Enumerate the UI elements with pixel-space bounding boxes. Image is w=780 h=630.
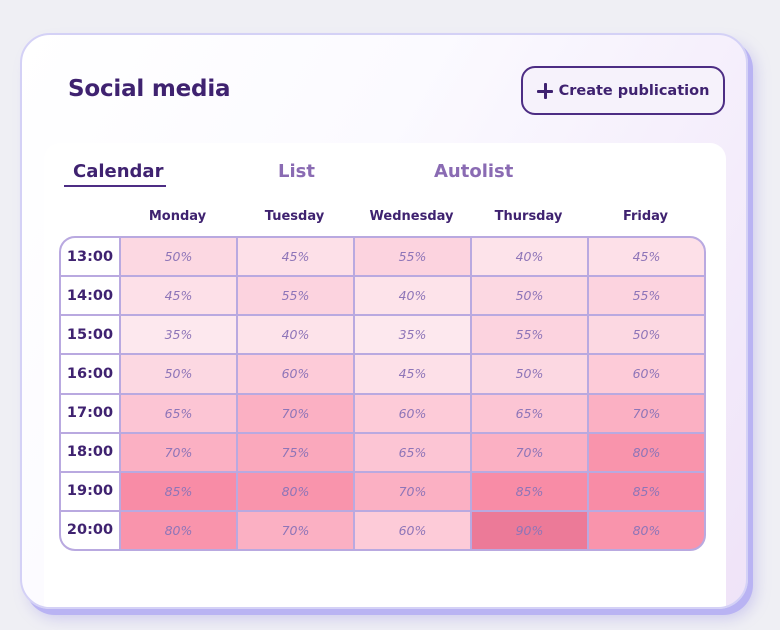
time-label: 14:00 bbox=[61, 277, 119, 315]
day-header-tuesday: Tuesday bbox=[264, 209, 325, 224]
heatmap-cell[interactable]: 90% bbox=[472, 511, 587, 549]
create-publication-button[interactable]: Create publication bbox=[521, 66, 725, 115]
heatmap-cell[interactable]: 45% bbox=[121, 277, 236, 315]
time-label: 19:00 bbox=[61, 472, 119, 510]
heatmap-cell[interactable]: 40% bbox=[238, 316, 353, 354]
heatmap-cell[interactable]: 55% bbox=[472, 316, 587, 354]
engagement-heatmap-grid: 13:00 50% 45% 55% 40% 45% 14:00 45% 55% 40% 50% 55%… bbox=[59, 236, 706, 551]
heatmap-cell[interactable]: 80% bbox=[589, 511, 704, 549]
plus-icon bbox=[536, 82, 553, 99]
tab-list[interactable]: List bbox=[278, 161, 315, 182]
heatmap-cell[interactable]: 65% bbox=[355, 433, 470, 471]
heatmap-cell[interactable]: 80% bbox=[589, 433, 704, 471]
heatmap-cell[interactable]: 70% bbox=[238, 394, 353, 432]
tab-autolist[interactable]: Autolist bbox=[434, 161, 514, 182]
day-header-wednesday: Wednesday bbox=[369, 209, 454, 224]
tab-calendar[interactable]: Calendar bbox=[73, 161, 164, 182]
heatmap-cell[interactable]: 55% bbox=[355, 238, 470, 276]
social-media-card: Social media Create publication Calendar… bbox=[20, 33, 748, 609]
heatmap-cell[interactable]: 70% bbox=[121, 433, 236, 471]
heatmap-cell[interactable]: 75% bbox=[238, 433, 353, 471]
active-tab-underline bbox=[64, 185, 166, 187]
time-label: 17:00 bbox=[61, 394, 119, 432]
time-label: 20:00 bbox=[61, 511, 119, 549]
heatmap-cell[interactable]: 85% bbox=[121, 472, 236, 510]
heatmap-cell[interactable]: 50% bbox=[121, 238, 236, 276]
time-label: 13:00 bbox=[61, 238, 119, 276]
time-label: 18:00 bbox=[61, 433, 119, 471]
heatmap-cell[interactable]: 45% bbox=[589, 238, 704, 276]
heatmap-cell[interactable]: 50% bbox=[472, 277, 587, 315]
heatmap-cell[interactable]: 70% bbox=[472, 433, 587, 471]
page-title: Social media bbox=[68, 76, 231, 102]
heatmap-cell[interactable]: 60% bbox=[355, 394, 470, 432]
time-label: 15:00 bbox=[61, 316, 119, 354]
heatmap-cell[interactable]: 40% bbox=[472, 238, 587, 276]
heatmap-cell[interactable]: 35% bbox=[355, 316, 470, 354]
heatmap-cell[interactable]: 65% bbox=[121, 394, 236, 432]
heatmap-cell[interactable]: 45% bbox=[355, 355, 470, 393]
heatmap-cell[interactable]: 45% bbox=[238, 238, 353, 276]
day-header-friday: Friday bbox=[622, 209, 669, 224]
heatmap-cell[interactable]: 50% bbox=[121, 355, 236, 393]
heatmap-cell[interactable]: 85% bbox=[589, 472, 704, 510]
day-header-thursday: Thursday bbox=[494, 209, 563, 224]
day-header-monday: Monday bbox=[148, 209, 207, 224]
calendar-panel: Calendar List Autolist Monday Tuesday We… bbox=[44, 143, 726, 607]
heatmap-cell[interactable]: 80% bbox=[238, 472, 353, 510]
heatmap-cell[interactable]: 50% bbox=[589, 316, 704, 354]
view-tabs: Calendar List Autolist bbox=[44, 143, 726, 188]
heatmap-cell[interactable]: 70% bbox=[238, 511, 353, 549]
heatmap-cell[interactable]: 60% bbox=[589, 355, 704, 393]
heatmap-cell[interactable]: 35% bbox=[121, 316, 236, 354]
heatmap-cell[interactable]: 50% bbox=[472, 355, 587, 393]
heatmap-cell[interactable]: 85% bbox=[472, 472, 587, 510]
day-headers: Monday Tuesday Wednesday Thursday Friday bbox=[119, 209, 704, 224]
heatmap-cell[interactable]: 65% bbox=[472, 394, 587, 432]
time-label: 16:00 bbox=[61, 355, 119, 393]
heatmap-cell[interactable]: 40% bbox=[355, 277, 470, 315]
create-publication-label: Create publication bbox=[558, 82, 710, 99]
heatmap-cell[interactable]: 80% bbox=[121, 511, 236, 549]
heatmap-cell[interactable]: 70% bbox=[589, 394, 704, 432]
heatmap-cell[interactable]: 60% bbox=[238, 355, 353, 393]
heatmap-cell[interactable]: 60% bbox=[355, 511, 470, 549]
heatmap-cell[interactable]: 55% bbox=[589, 277, 704, 315]
heatmap-cell[interactable]: 70% bbox=[355, 472, 470, 510]
heatmap-cell[interactable]: 55% bbox=[238, 277, 353, 315]
